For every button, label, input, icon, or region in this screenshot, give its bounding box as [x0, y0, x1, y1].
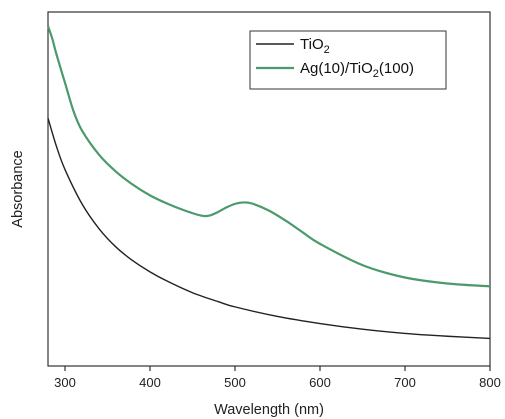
legend-label: TiO2 [300, 36, 330, 56]
plot-frame [47, 11, 491, 367]
x-tick-label: 500 [224, 375, 246, 390]
legend: TiO2 Ag(10)/TiO2(100) [249, 30, 447, 90]
plot-border [47, 11, 491, 367]
y-axis-title: Absorbance [10, 150, 26, 227]
x-axis-ticks: 300 400 500 600 700 800 [54, 366, 501, 390]
legend-label: Ag(10)/TiO2(100) [300, 60, 414, 80]
x-tick-label: 700 [394, 375, 416, 390]
series-line-ag-tio2 [46, 25, 491, 288]
x-axis-title: Wavelength (nm) [214, 402, 324, 418]
x-tick-label: 800 [479, 375, 501, 390]
x-tick-label: 600 [309, 375, 331, 390]
series-layer [46, 25, 491, 340]
legend-box [249, 30, 447, 90]
x-tick-label: 300 [54, 375, 76, 390]
x-tick-label: 400 [139, 375, 161, 390]
series-line-tio2 [47, 117, 491, 340]
